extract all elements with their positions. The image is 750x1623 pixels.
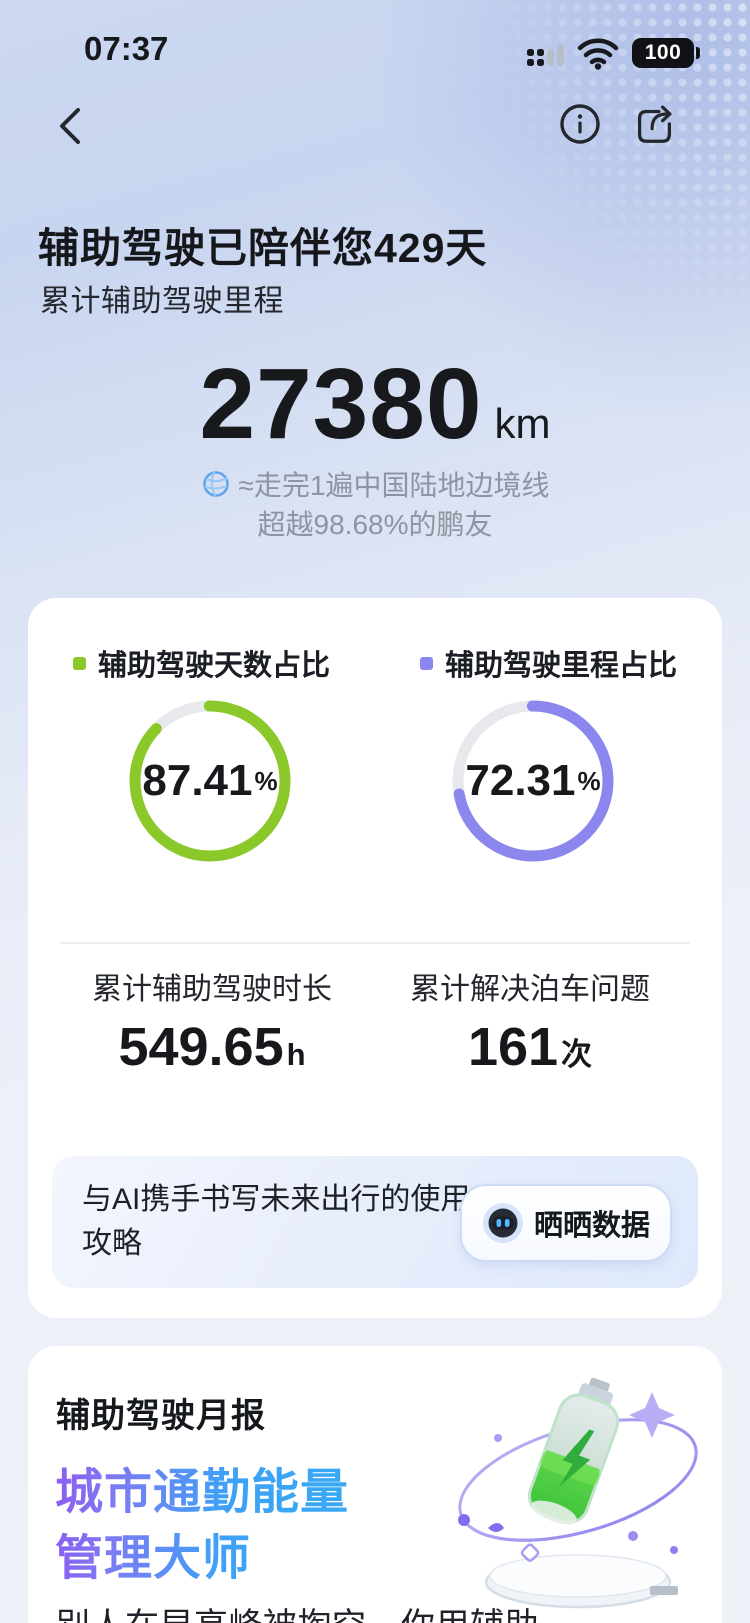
stat-label: 累计辅助驾驶时长 (92, 973, 332, 1006)
percent-sign: % (254, 765, 278, 796)
divider (60, 942, 690, 944)
stat-value: 549.65 (118, 1017, 284, 1077)
donut-legends: 辅助驾驶天数占比 辅助驾驶里程占比 (28, 642, 722, 684)
share-data-label: 晒晒数据 (533, 1210, 650, 1242)
status-icons: 100 (527, 36, 700, 70)
donut-value: 72.31 (465, 756, 576, 805)
stat-unit: 次 (561, 1037, 593, 1072)
donut-mileage-ratio: 72.31% (448, 696, 618, 866)
legend-label: 辅助驾驶天数占比 (97, 650, 330, 682)
chevron-left-icon (60, 108, 80, 144)
battery-level: 100 (632, 38, 694, 68)
stat-label: 累计解决泊车问题 (410, 973, 650, 1006)
legend-swatch-green (72, 656, 86, 670)
share-data-button[interactable]: 晒晒数据 (459, 1184, 672, 1262)
stat-unit: h (286, 1037, 306, 1072)
share-button[interactable] (630, 100, 678, 148)
mileage-value: 27380 (199, 348, 483, 460)
stats-card: 辅助驾驶天数占比 辅助驾驶里程占比 87.41% (28, 598, 722, 1318)
ai-share-banner: 与AI携手书写未来出行的使用攻略 晒晒数据 (52, 1156, 698, 1288)
legend-mileage-ratio: 辅助驾驶里程占比 (375, 642, 722, 684)
wifi-icon (577, 38, 619, 70)
battery-orbit-illustration (458, 1377, 698, 1609)
legend-swatch-purple (419, 656, 433, 670)
title-line-2: 管理大师 (55, 1532, 252, 1585)
rank-text: 超越98.68%的鹏友 (257, 509, 493, 540)
back-button[interactable] (46, 102, 94, 150)
info-button[interactable] (556, 100, 604, 148)
mileage-comparison: ≈走完1遍中国陆地边境线 (0, 464, 750, 504)
legend-label: 辅助驾驶里程占比 (444, 650, 677, 682)
page-title: 辅助驾驶已陪伴您429天 (38, 225, 488, 271)
legend-days-ratio: 辅助驾驶天数占比 (28, 642, 375, 684)
cellular-signal-icon (527, 40, 564, 66)
total-mileage: 27380 km (0, 352, 750, 457)
comparison-text: ≈走完1遍中国陆地边境线 (238, 470, 550, 501)
banner-text: 与AI携手书写未来出行的使用攻略 (82, 1183, 471, 1260)
stat-parking-solved: 累计解决泊车问题 161次 (360, 964, 700, 1078)
donut-value: 87.41 (142, 756, 253, 805)
percent-sign: % (577, 765, 601, 796)
battery-icon: 100 (632, 38, 700, 68)
title-line-1: 城市通勤能量 (55, 1466, 350, 1519)
monthly-report-heading: 辅助驾驶月报 (56, 1397, 266, 1435)
status-time: 07:37 (84, 30, 169, 67)
stat-driving-hours: 累计辅助驾驶时长 549.65h (42, 964, 382, 1078)
share-icon (637, 105, 672, 143)
globe-icon (202, 471, 229, 497)
mileage-unit: km (494, 400, 551, 447)
robot-head-icon (482, 1203, 523, 1243)
mileage-caption: 累计辅助驾驶里程 (40, 285, 284, 318)
info-icon (560, 104, 600, 144)
monthly-report-card[interactable]: 辅助驾驶月报 城市通勤能量 管理大师 (28, 1346, 722, 1623)
stat-value: 161 (467, 1017, 559, 1077)
monthly-report-title: 城市通勤能量 管理大师 (55, 1460, 349, 1592)
monthly-report-teaser: 别人在早高峰被掏空，你用辅助 (56, 1598, 539, 1623)
donut-days-ratio: 87.41% (125, 696, 295, 866)
